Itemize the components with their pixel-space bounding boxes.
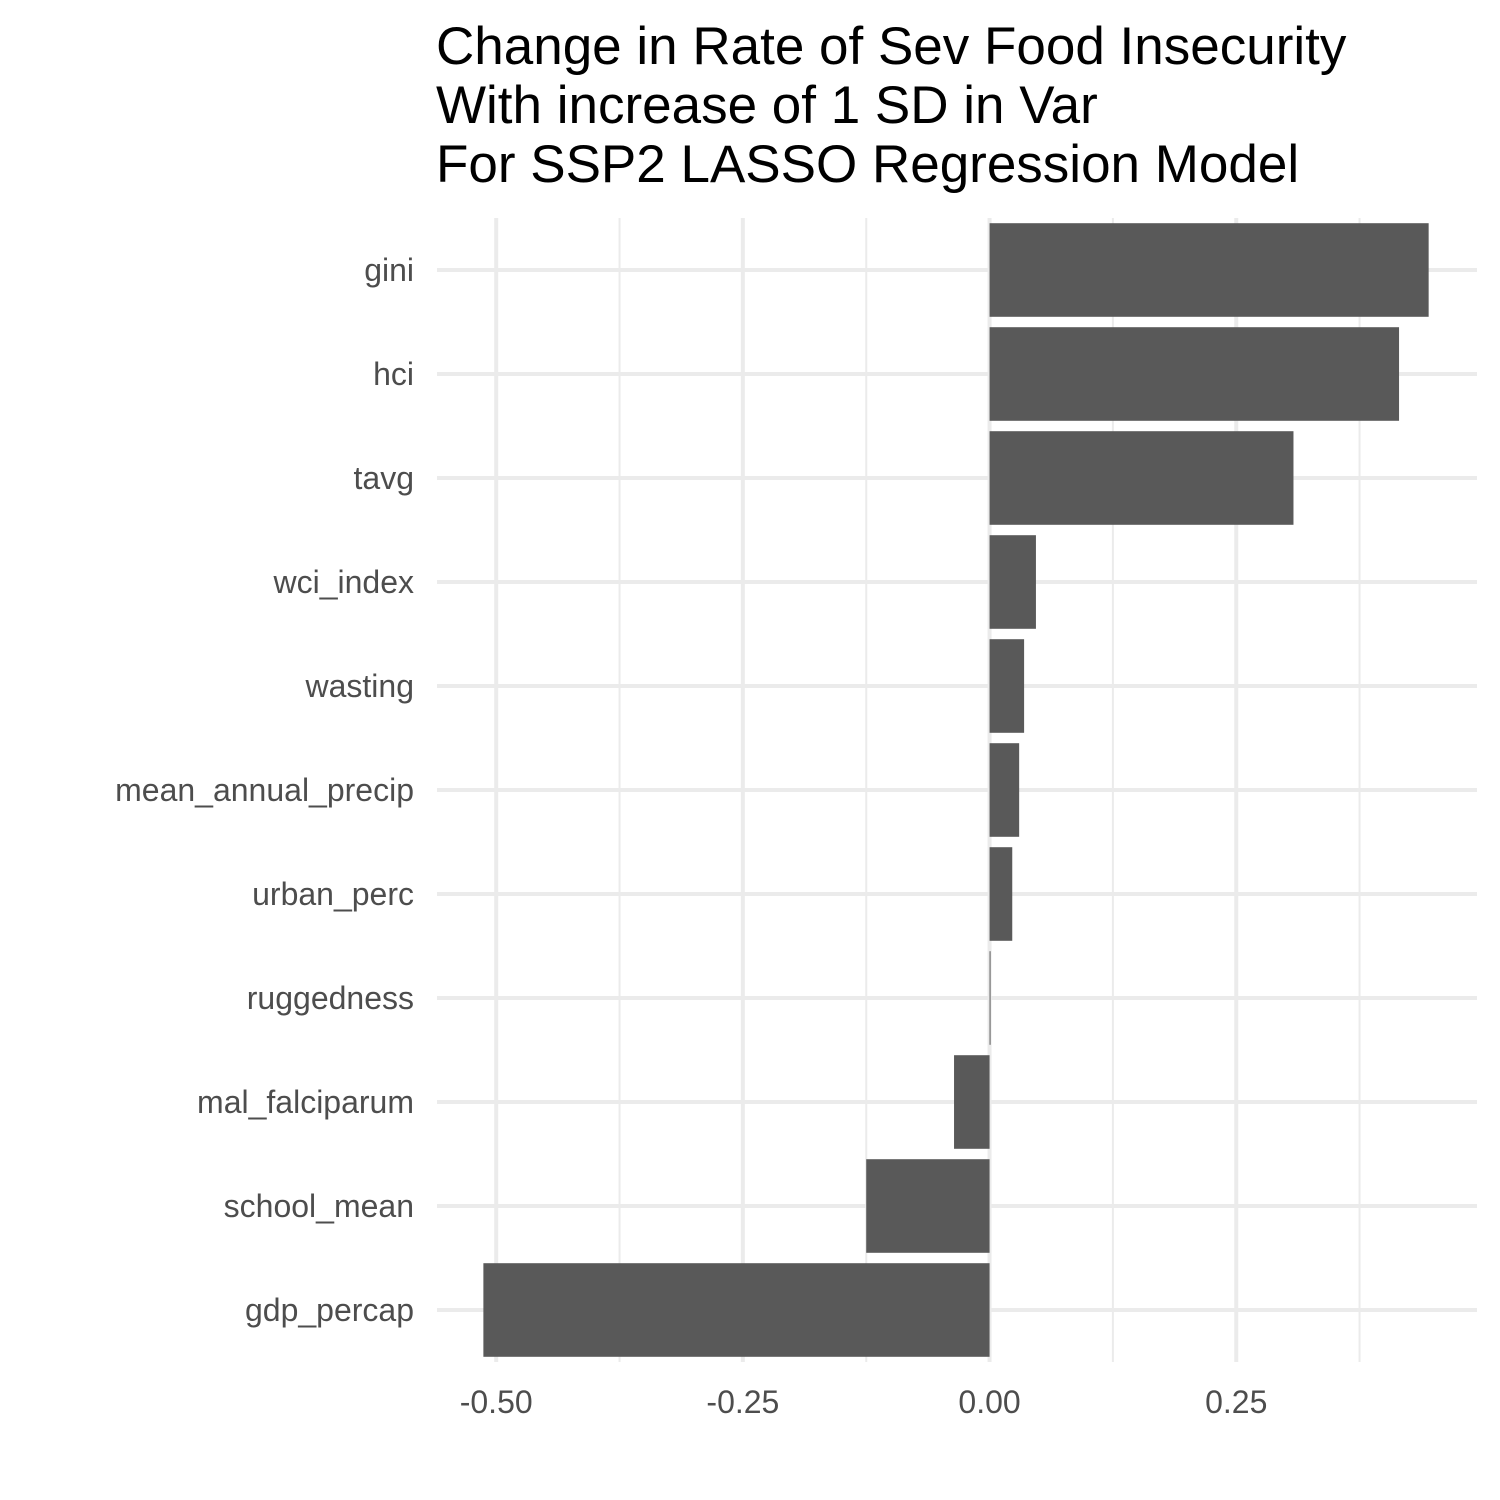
bar-hci (989, 327, 1400, 421)
bar-gdp-percap (483, 1263, 990, 1357)
y-tick-label: school_mean (224, 1188, 414, 1224)
bar-mean-annual-precip (989, 743, 1020, 837)
y-tick-label: wci_index (272, 564, 414, 600)
x-tick-label: -0.50 (460, 1384, 533, 1420)
y-tick-label: gdp_percap (245, 1292, 414, 1328)
x-tick-label: -0.25 (706, 1384, 779, 1420)
bar-school-mean (866, 1159, 990, 1253)
chart-title-line-1: Change in Rate of Sev Food Insecurity (436, 17, 1347, 76)
bar-mal-falciparum (954, 1055, 990, 1149)
y-tick-label: tavg (354, 460, 414, 496)
bar-wci-index (989, 535, 1036, 629)
y-tick-label: mean_annual_precip (115, 772, 414, 808)
y-tick-label: urban_perc (252, 876, 414, 912)
x-tick-label: 0.00 (958, 1384, 1020, 1420)
bar-urban-perc (989, 847, 1013, 941)
x-tick-label: 0.25 (1205, 1384, 1267, 1420)
bar-tavg (989, 431, 1294, 525)
y-tick-label: ruggedness (247, 980, 414, 1016)
y-tick-label: mal_falciparum (197, 1084, 414, 1120)
chart-title-line-2: With increase of 1 SD in Var (436, 76, 1098, 135)
chart-title-line-3: For SSP2 LASSO Regression Model (436, 135, 1299, 194)
chart-title: Change in Rate of Sev Food Insecurity Wi… (436, 17, 1347, 194)
y-tick-label: gini (364, 252, 414, 288)
y-tick-label: wasting (305, 668, 415, 704)
bar-gini (989, 223, 1429, 317)
y-tick-label: hci (373, 356, 414, 392)
bar-wasting (989, 639, 1025, 733)
bar-ruggedness (989, 951, 991, 1045)
